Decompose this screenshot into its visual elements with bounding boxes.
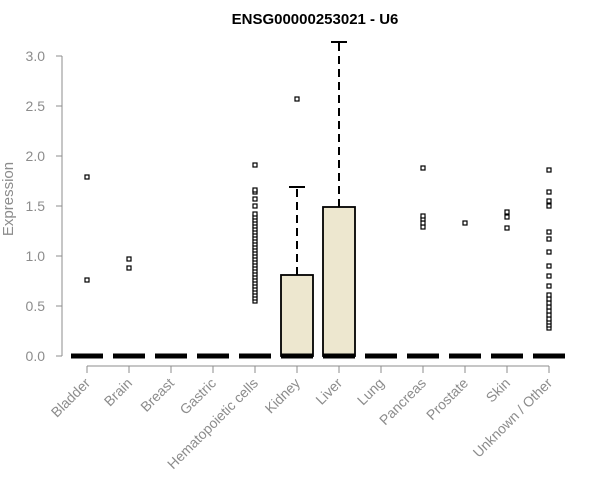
outlier-point xyxy=(546,167,552,173)
outlier-point xyxy=(546,249,552,255)
y-tick-label: 0.5 xyxy=(26,298,46,314)
x-tick-label: Unknown / Other xyxy=(470,375,556,461)
outlier-point xyxy=(462,220,468,226)
box-kidney xyxy=(280,186,314,359)
x-tick-label: Pancreas xyxy=(376,375,429,428)
outlier-point xyxy=(546,292,552,298)
outlier-point xyxy=(546,296,552,302)
outlier-point xyxy=(546,198,552,204)
outlier-point xyxy=(420,213,426,219)
x-tick-label: Skin xyxy=(483,375,514,406)
x-tick-label: Prostate xyxy=(423,375,471,423)
outlier-point xyxy=(252,187,258,193)
x-tick-label: Bladder xyxy=(48,375,94,421)
y-axis: 0.0 0.5 1.0 1.5 2.0 2.5 3.0 xyxy=(26,48,63,364)
outlier-point xyxy=(252,211,258,217)
outlier-point xyxy=(546,229,552,235)
x-tick-label: Lung xyxy=(354,375,387,408)
x-tick-label: Brain xyxy=(101,375,135,409)
x-tick-label: Kidney xyxy=(262,375,304,417)
outlier-point xyxy=(126,265,132,271)
x-tick-label: Liver xyxy=(312,375,345,408)
outlier-point xyxy=(546,308,552,314)
outlier-point xyxy=(546,236,552,242)
outlier-point xyxy=(546,189,552,195)
outlier-point xyxy=(252,162,258,168)
outlier-point xyxy=(546,316,552,322)
outlier-point xyxy=(546,263,552,269)
y-tick-label: 2.5 xyxy=(26,98,46,114)
y-tick-label: 2.0 xyxy=(26,148,46,164)
outlier-point xyxy=(504,214,510,220)
outlier-point xyxy=(420,220,426,226)
outlier-point xyxy=(252,196,258,202)
y-axis-label: Expression xyxy=(0,162,17,236)
outlier-point xyxy=(294,96,300,102)
x-tick-label: Breast xyxy=(137,375,177,415)
outlier-point xyxy=(420,224,426,230)
outlier-point xyxy=(420,165,426,171)
chart-title: ENSG00000253021 - U6 xyxy=(232,11,399,28)
outlier-point xyxy=(84,174,90,180)
y-tick-label: 0.0 xyxy=(26,348,46,364)
box-rect xyxy=(280,274,314,357)
box-rect xyxy=(322,206,356,357)
outlier-point xyxy=(252,203,258,209)
outlier-point xyxy=(504,209,510,215)
outlier-point xyxy=(546,203,552,209)
outlier-point xyxy=(546,300,552,306)
outlier-point xyxy=(504,225,510,231)
outlier-point xyxy=(126,256,132,262)
outlier-point xyxy=(84,277,90,283)
y-tick-label: 3.0 xyxy=(26,48,46,64)
outliers-layer xyxy=(84,96,552,331)
y-tick-label: 1.0 xyxy=(26,248,46,264)
boxes-layer xyxy=(71,41,565,359)
outlier-point xyxy=(546,312,552,318)
outlier-point xyxy=(546,283,552,289)
outlier-point xyxy=(546,273,552,279)
outlier-point xyxy=(546,304,552,310)
box-liver xyxy=(322,41,356,359)
y-tick-label: 1.5 xyxy=(26,198,46,214)
